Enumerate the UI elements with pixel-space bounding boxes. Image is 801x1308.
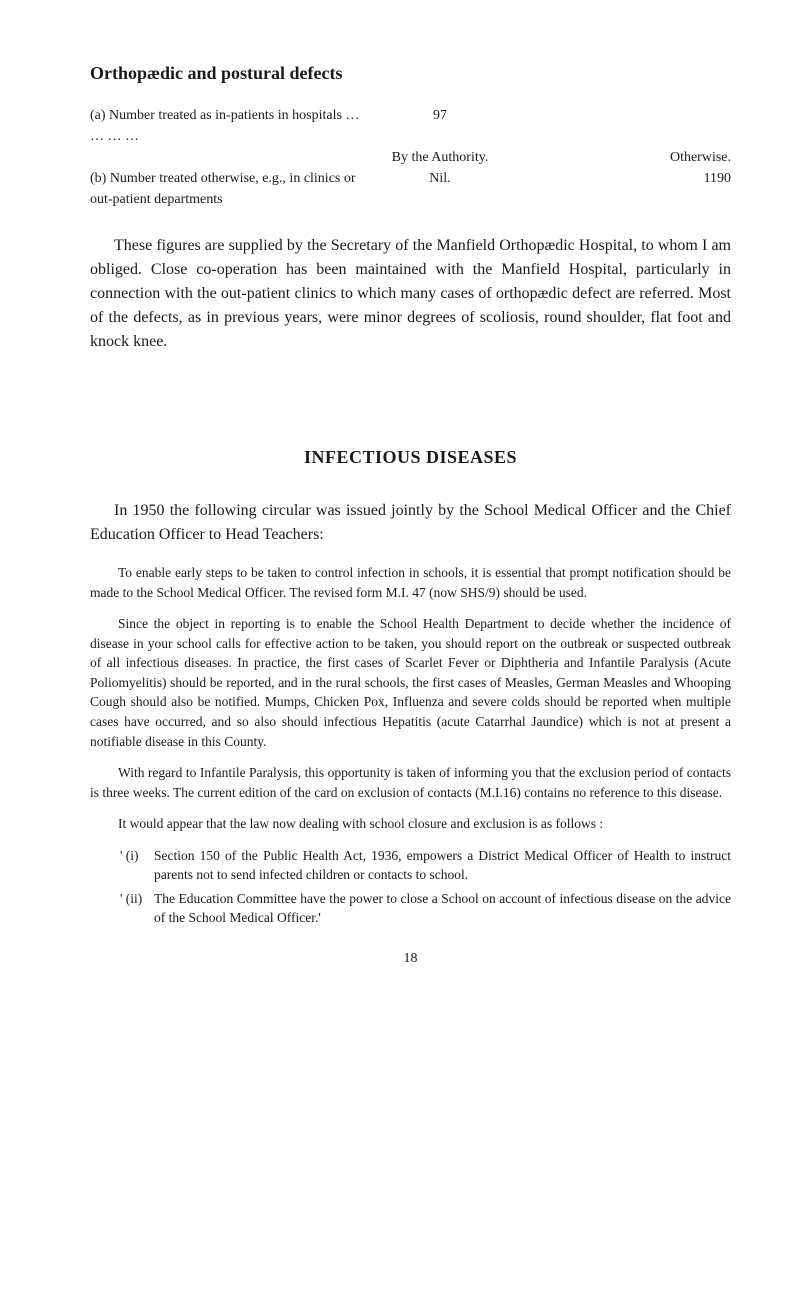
row-b-label: (b) Number treated otherwise, e.g., in c…	[90, 168, 370, 210]
section-title: INFECTIOUS DISEASES	[90, 444, 731, 471]
body-paragraph: In 1950 the following circular was issue…	[90, 499, 731, 547]
list-item: ' (i) Section 150 of the Public Health A…	[120, 846, 731, 885]
row-b-otherwise: 1190	[510, 168, 731, 189]
small-paragraph: It would appear that the law now dealing…	[90, 814, 731, 834]
small-paragraph: Since the object in reporting is to enab…	[90, 614, 731, 751]
numbered-list: ' (i) Section 150 of the Public Health A…	[120, 846, 731, 928]
stats-table: (a) Number treated as in-patients in hos…	[90, 105, 731, 210]
row-a-value: 97	[370, 105, 510, 126]
section-heading: Orthopædic and postural defects	[90, 60, 731, 87]
small-paragraph: To enable early steps to be taken to con…	[90, 563, 731, 602]
table-row: (a) Number treated as in-patients in hos…	[90, 105, 731, 147]
list-text: The Education Committee have the power t…	[154, 889, 731, 928]
list-item: ' (ii) The Education Committee have the …	[120, 889, 731, 928]
table-header-row: By the Authority. Otherwise.	[90, 147, 731, 168]
row-a-label: (a) Number treated as in-patients in hos…	[90, 105, 370, 147]
list-marker: ' (ii)	[120, 889, 154, 928]
small-paragraph: With regard to Infantile Paralysis, this…	[90, 763, 731, 802]
col-header-authority: By the Authority.	[370, 147, 510, 168]
list-marker: ' (i)	[120, 846, 154, 885]
table-row: (b) Number treated otherwise, e.g., in c…	[90, 168, 731, 210]
row-b-authority: Nil.	[370, 168, 510, 189]
list-text: Section 150 of the Public Health Act, 19…	[154, 846, 731, 885]
page-number: 18	[90, 948, 731, 969]
body-paragraph: These figures are supplied by the Secret…	[90, 234, 731, 354]
col-header-otherwise: Otherwise.	[510, 147, 731, 168]
